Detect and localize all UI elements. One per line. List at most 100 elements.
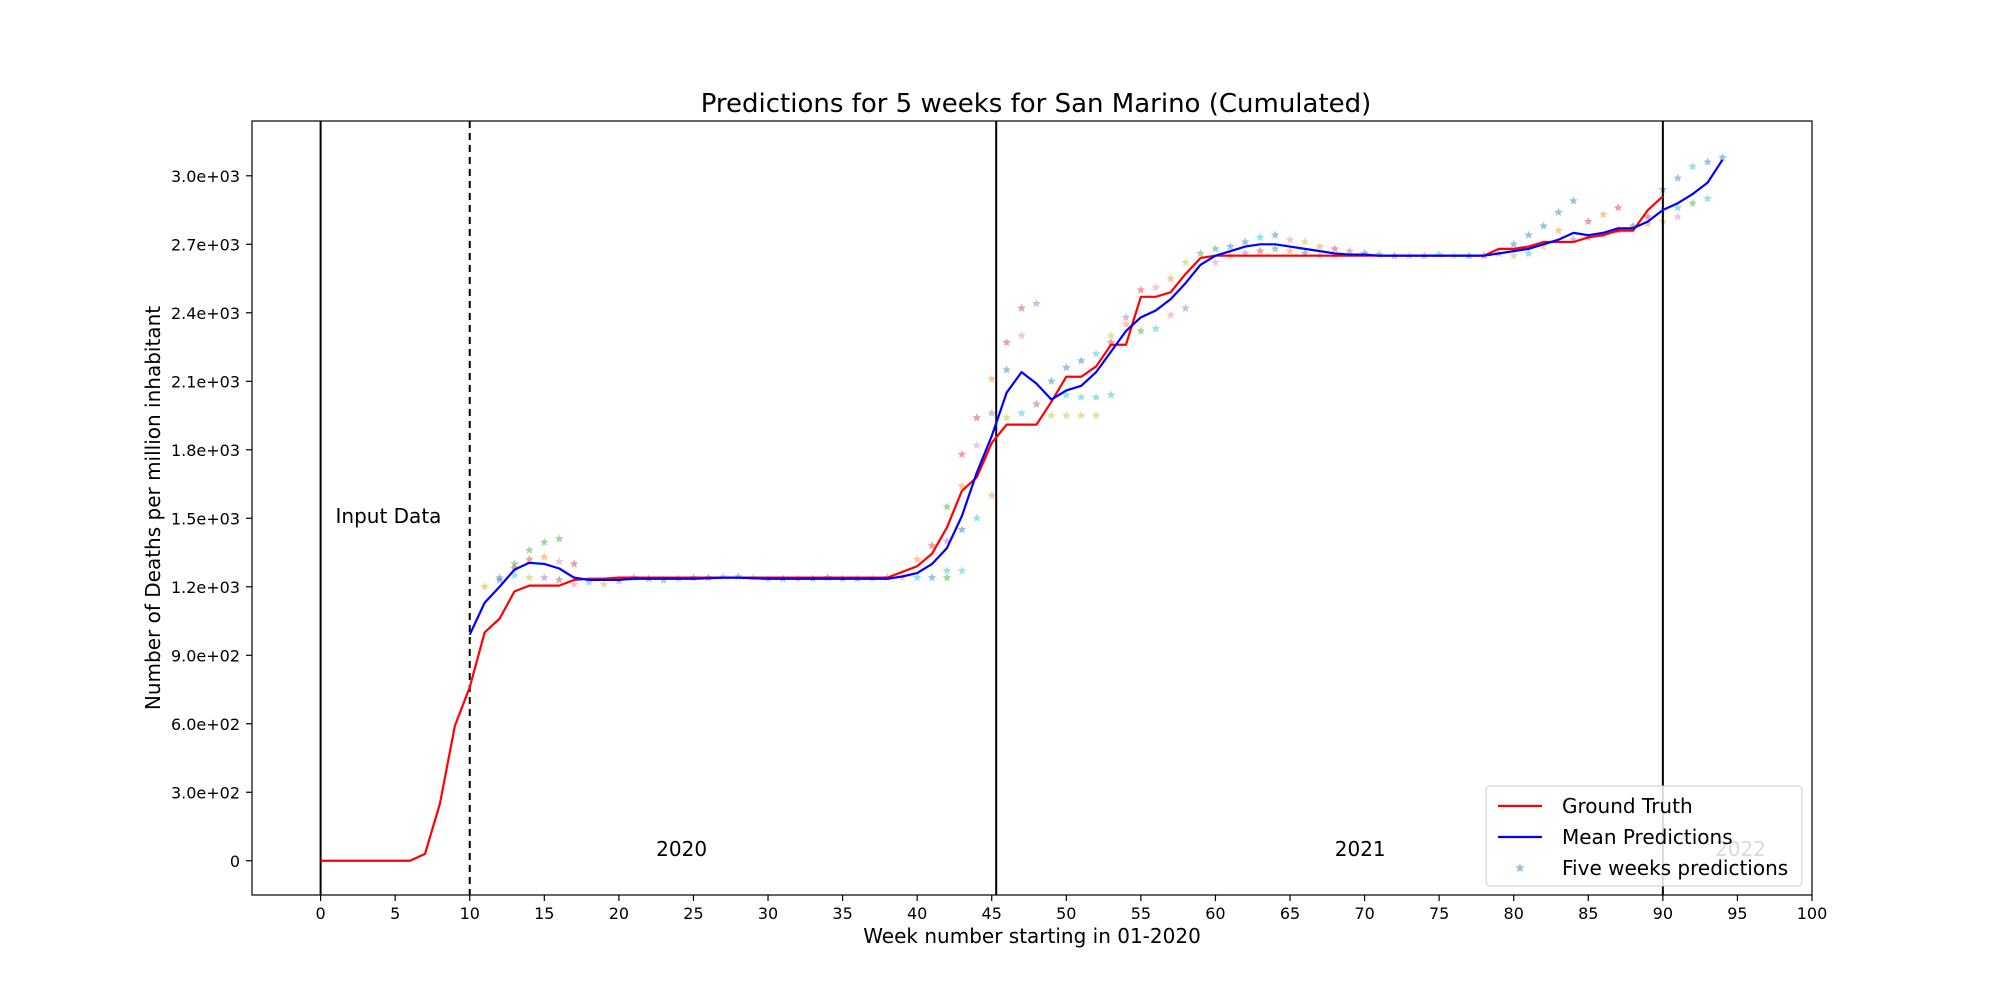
annotation-1: 2020	[656, 837, 707, 861]
x-tick-label-11: 55	[1131, 904, 1151, 923]
prediction-star-144	[1673, 203, 1683, 212]
x-tick-label-2: 10	[460, 904, 480, 923]
prediction-star-65	[1076, 411, 1086, 420]
legend-label-0: Ground Truth	[1562, 794, 1693, 818]
y-tick-label-2: 6.0e+02	[171, 715, 240, 734]
prediction-star-82	[1151, 283, 1161, 292]
prediction-star-103	[1211, 258, 1220, 267]
prediction-star-0	[480, 582, 489, 591]
annotation-2: 2021	[1335, 837, 1386, 861]
y-tick-label-8: 2.4e+03	[171, 304, 240, 323]
prediction-star-57	[1002, 365, 1011, 374]
prediction-star-98	[1330, 244, 1340, 253]
y-tick-label-7: 2.1e+03	[171, 372, 240, 391]
x-tick-label-6: 30	[758, 904, 778, 923]
legend-swatch-2	[1515, 863, 1525, 873]
prediction-star-146	[1703, 194, 1712, 203]
prediction-star-2	[510, 559, 519, 568]
prediction-star-80	[1121, 312, 1131, 321]
x-tick-label-0: 0	[316, 904, 326, 923]
prediction-star-121	[1539, 221, 1548, 230]
y-tick-label-3: 9.0e+02	[171, 646, 240, 665]
prediction-star-141	[1688, 162, 1697, 171]
prediction-star-107	[1270, 244, 1280, 253]
prediction-star-18	[599, 579, 609, 589]
prediction-star-79	[1106, 331, 1116, 340]
x-tick-label-19: 95	[1727, 904, 1747, 923]
prediction-star-85	[1136, 326, 1146, 335]
prediction-star-11	[569, 559, 579, 568]
x-tick-label-10: 50	[1056, 904, 1076, 923]
y-tick-label-0: 0	[230, 852, 240, 871]
prediction-star-42	[912, 554, 922, 564]
prediction-star-96	[1300, 237, 1310, 246]
prediction-star-9	[540, 552, 549, 561]
prediction-star-27	[733, 572, 743, 581]
prediction-star-73	[1062, 390, 1071, 399]
prediction-star-76	[1106, 390, 1116, 399]
prediction-star-94	[1270, 230, 1280, 239]
prediction-star-78	[942, 566, 952, 575]
prediction-star-88	[1181, 303, 1190, 312]
prediction-star-60	[1002, 413, 1011, 422]
prediction-star-136	[1643, 219, 1653, 228]
x-tick-label-18: 90	[1653, 904, 1673, 923]
x-tick-label-20: 100	[1797, 904, 1828, 923]
prediction-star-3	[525, 545, 534, 554]
prediction-star-124	[1554, 226, 1563, 235]
prediction-star-5	[554, 534, 564, 543]
prediction-star-92	[1240, 237, 1250, 246]
prediction-star-68	[1062, 363, 1071, 372]
prediction-star-140	[1673, 173, 1683, 182]
prediction-star-17	[584, 577, 594, 586]
prediction-star-93	[1255, 232, 1265, 242]
y-tick-label-4: 1.2e+03	[171, 578, 240, 597]
prediction-star-16	[569, 579, 579, 589]
y-tick-label-9: 2.7e+03	[171, 235, 240, 254]
prediction-star-53	[1002, 337, 1011, 347]
vertical-markers	[319, 121, 1664, 895]
prediction-star-47	[987, 490, 997, 500]
prediction-star-12	[510, 570, 519, 579]
prediction-star-138	[1673, 212, 1683, 221]
series-line-1	[468, 159, 1724, 636]
prediction-star-40	[927, 573, 937, 582]
y-tick-label-5: 1.5e+03	[171, 509, 240, 528]
prediction-star-45	[957, 525, 967, 534]
prediction-star-48	[942, 502, 952, 511]
prediction-star-52	[987, 374, 997, 383]
prediction-star-83	[1166, 274, 1175, 283]
prediction-star-41	[942, 573, 952, 582]
prediction-star-106	[1255, 246, 1265, 255]
prediction-star-143	[1718, 153, 1727, 162]
prediction-star-64	[1062, 411, 1071, 420]
prediction-star-66	[1091, 411, 1101, 420]
prediction-star-90	[1211, 244, 1220, 253]
x-tick-label-13: 65	[1280, 904, 1300, 923]
prediction-star-50	[957, 449, 967, 458]
prediction-star-120	[1524, 230, 1533, 239]
prediction-star-75	[1091, 392, 1101, 401]
y-tick-label-6: 1.8e+03	[171, 441, 240, 460]
prediction-star-145	[1688, 198, 1697, 207]
prediction-star-131	[1539, 242, 1548, 251]
x-tick-label-15: 75	[1429, 904, 1449, 923]
prediction-star-70	[1091, 349, 1101, 358]
prediction-stars	[480, 153, 1727, 591]
prediction-star-6	[495, 575, 504, 584]
x-tick-label-7: 35	[832, 904, 852, 923]
prediction-star-1	[495, 573, 504, 582]
prediction-star-56	[1017, 331, 1026, 340]
prediction-star-119	[1509, 239, 1518, 248]
legend-box	[1485, 785, 1803, 887]
annotation-0: Input Data	[336, 504, 442, 528]
x-tick-label-8: 40	[907, 904, 927, 923]
prediction-star-67	[1047, 376, 1056, 385]
prediction-star-87	[1166, 310, 1175, 319]
prediction-star-91	[1226, 242, 1235, 251]
prediction-star-51	[972, 413, 982, 422]
x-axis-label: Week number starting in 01-2020	[863, 924, 1201, 948]
prediction-star-126	[1584, 216, 1593, 226]
series-lines	[320, 159, 1724, 862]
